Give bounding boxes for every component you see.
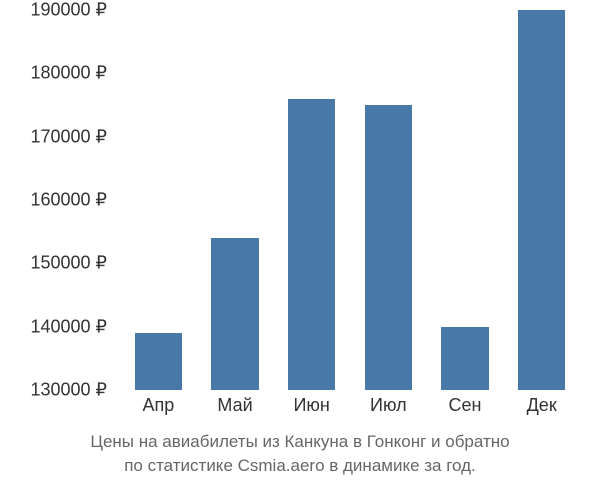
bar — [211, 238, 259, 390]
y-axis: 130000 ₽140000 ₽150000 ₽160000 ₽170000 ₽… — [0, 10, 115, 390]
x-tick-label: Сен — [449, 395, 482, 416]
bar — [288, 99, 336, 390]
bar — [441, 327, 489, 390]
bar — [518, 10, 566, 390]
x-axis: Апр Май Июн Июл Сен Дек — [120, 395, 580, 425]
chart-caption: Цены на авиабилеты из Канкуна в Гонконг … — [0, 430, 600, 478]
x-tick-label: Июн — [293, 395, 329, 416]
y-tick-label: 170000 ₽ — [30, 126, 107, 147]
y-tick-label: 160000 ₽ — [30, 190, 107, 211]
y-tick-label: 140000 ₽ — [30, 316, 107, 337]
x-tick-label: Апр — [142, 395, 174, 416]
y-tick-label: 130000 ₽ — [30, 380, 107, 401]
caption-line-2: по статистике Csmia.aero в динамике за г… — [124, 456, 476, 475]
bar — [135, 333, 183, 390]
y-tick-label: 150000 ₽ — [30, 253, 107, 274]
x-tick-label: Июл — [370, 395, 407, 416]
y-tick-label: 190000 ₽ — [30, 0, 107, 21]
price-chart: 130000 ₽ 140000 ₽ 150000 ₽ 160000 ₽ 170000 ₽… — [0, 0, 600, 500]
x-tick-label: Дек — [527, 395, 557, 416]
caption-line-1: Цены на авиабилеты из Канкуна в Гонконг … — [90, 432, 509, 451]
plot-area — [120, 10, 580, 390]
bar — [365, 105, 413, 390]
y-tick-label: 180000 ₽ — [30, 63, 107, 84]
x-tick-label: Май — [217, 395, 252, 416]
